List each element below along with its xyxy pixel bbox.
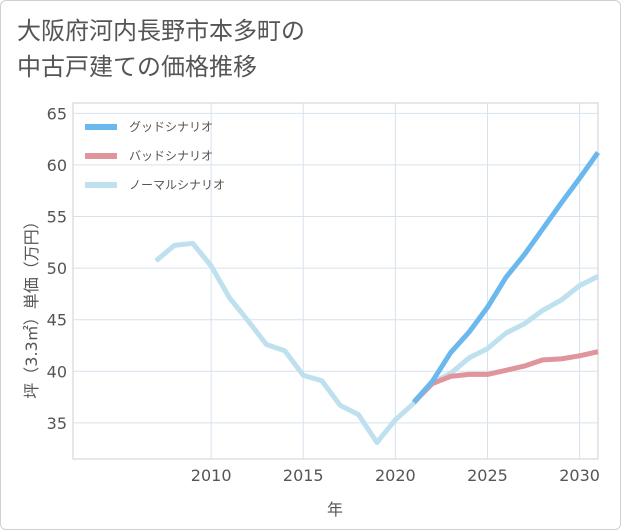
y-tick-label: 50	[47, 259, 67, 278]
x-tick-label: 2015	[283, 466, 324, 485]
series-lines	[154, 151, 601, 445]
legend-label: グッドシナリオ	[129, 120, 213, 134]
y-tick-label: 60	[47, 156, 67, 175]
legend-good-scenario: グッドシナリオ	[85, 120, 213, 134]
legend-bad-scenario: バッドシナリオ	[85, 149, 213, 163]
y-axis-ticks: 35 40 45 50 55 60 65	[47, 104, 67, 433]
y-tick-label: 55	[47, 208, 67, 227]
y-tick-label: 65	[47, 104, 67, 123]
legend-normal-scenario: ノーマルシナリオ	[85, 178, 225, 192]
bad-scenario-line	[412, 349, 599, 404]
normal-scenario-line	[154, 240, 600, 445]
y-tick-label: 35	[47, 414, 67, 433]
legend-label: バッドシナリオ	[129, 149, 213, 163]
x-tick-label: 2020	[375, 466, 416, 485]
chart-title: 大阪府河内長野市本多町の 中古戸建ての価格推移	[17, 17, 305, 81]
x-tick-label: 2010	[191, 466, 232, 485]
x-axis-label: 年	[327, 500, 343, 519]
x-tick-label: 2030	[559, 466, 600, 485]
legend-label: ノーマルシナリオ	[129, 178, 225, 192]
y-axis-label: 坪（3.3㎡）単価（万円）	[22, 213, 41, 398]
y-tick-label: 45	[47, 311, 67, 330]
y-tick-label: 40	[47, 362, 67, 381]
x-tick-label: 2025	[467, 466, 508, 485]
good-scenario-line	[411, 151, 601, 404]
grid-lines	[73, 103, 598, 459]
x-axis-ticks: 2010 2015 2020 2025 2030	[191, 466, 600, 485]
